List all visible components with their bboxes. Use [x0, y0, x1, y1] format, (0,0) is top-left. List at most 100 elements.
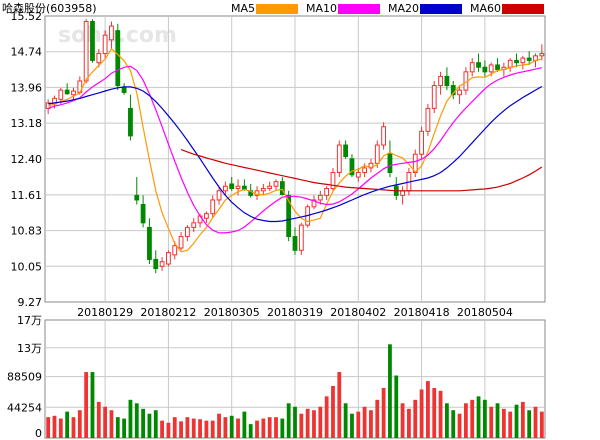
volume-bars [46, 344, 544, 438]
candlestick [166, 250, 171, 267]
ma60-line [180, 149, 543, 192]
y-tick-label: 14.74 [11, 46, 43, 59]
volume-bar [394, 375, 399, 438]
candle-body [400, 190, 405, 196]
volume-bar [426, 381, 430, 438]
volume-bar [58, 418, 63, 438]
volume-bar [255, 420, 259, 438]
volume-bar [65, 411, 70, 438]
volume-bar [293, 406, 297, 438]
candle-body [286, 194, 292, 238]
candlestick [374, 140, 380, 168]
volume-bar [539, 411, 544, 438]
volume-bar [312, 410, 316, 438]
volume-bar [337, 372, 342, 438]
candlestick [457, 85, 462, 104]
volume-bar [77, 410, 82, 438]
candle-body [178, 236, 184, 249]
candlestick [514, 53, 519, 68]
candle-body [153, 258, 159, 270]
candlestick [317, 190, 323, 205]
candle-body [457, 89, 462, 96]
y-tick-label: 9.27 [18, 296, 43, 309]
volume-tick-label: 88509 [7, 371, 42, 384]
legend: MA5 MA10 MA20 MA60 [231, 2, 544, 15]
candlestick [64, 83, 70, 95]
candlestick [286, 190, 292, 242]
candlestick [229, 177, 235, 191]
legend-label-ma60: MA60 [470, 2, 501, 15]
y-tick-label: 10.83 [11, 225, 43, 238]
volume-panel: 17万 13万 88509 44254 0 [7, 314, 546, 440]
candlestick [469, 58, 475, 77]
candle-body [267, 185, 273, 190]
candlestick [140, 195, 146, 228]
candlestick [438, 71, 443, 95]
candlestick [153, 250, 159, 274]
ma10-line [47, 65, 542, 234]
volume-bar [46, 417, 51, 438]
legend-label-ma5: MA5 [231, 2, 255, 15]
volume-bar [96, 401, 101, 438]
volume-bar [457, 413, 462, 438]
candlestick [450, 80, 456, 100]
candlestick [539, 44, 545, 61]
volume-bar [153, 410, 158, 438]
candlestick [400, 186, 405, 205]
candle-body [210, 199, 216, 215]
candle-body [185, 226, 190, 238]
ma20-line [48, 85, 543, 223]
candlestick [507, 58, 513, 72]
volume-bar [217, 413, 221, 438]
candle-body [229, 183, 235, 190]
candle-body [64, 89, 70, 95]
volume-bar [324, 396, 329, 438]
price-grid [45, 16, 545, 302]
legend-swatch-ma60 [502, 4, 544, 14]
volume-bar [343, 403, 348, 438]
volume-bar [305, 408, 310, 438]
y-tick-label: 13.96 [11, 81, 43, 94]
candle-body [102, 34, 108, 55]
candle-body [355, 171, 361, 178]
candlestick [482, 60, 488, 77]
candlestick [273, 179, 279, 191]
candle-body [292, 236, 298, 251]
candlestick [216, 186, 222, 205]
candlestick [444, 67, 450, 91]
candlestick [526, 51, 532, 65]
volume-bar [84, 372, 89, 438]
volume-bar [407, 408, 411, 438]
y-tick-label: 12.40 [11, 153, 43, 166]
volume-bar [438, 390, 443, 438]
candle-body [324, 188, 330, 196]
candle-body [387, 153, 393, 173]
volume-bar [191, 418, 196, 438]
candle-body [147, 226, 152, 260]
candle-body [362, 167, 368, 173]
date-axis: 20180129 20180212 20180305 20180319 2018… [77, 306, 513, 319]
candle-body [58, 89, 64, 100]
candle-body [121, 87, 127, 93]
candle-body [349, 158, 355, 176]
candle-body [482, 66, 488, 73]
legend-swatch-ma20 [420, 4, 462, 14]
volume-bar [204, 420, 209, 438]
volume-bar [318, 406, 323, 438]
volume-bar [432, 388, 437, 438]
volume-bar [362, 406, 367, 438]
y-tick-label: 10.05 [11, 260, 43, 273]
candlestick [324, 186, 330, 200]
volume-tick-label: 17万 [17, 314, 42, 327]
volume-bar [236, 418, 240, 438]
ma5-line [48, 47, 542, 253]
candlestick [71, 87, 76, 100]
candlestick [102, 30, 108, 59]
x-tick-label: 20180504 [457, 306, 513, 319]
candle-body [222, 185, 228, 192]
volume-bar [388, 344, 392, 438]
candle-body [109, 25, 114, 41]
candle-body [431, 85, 437, 109]
candlestick [222, 181, 228, 196]
candlestick [235, 179, 241, 196]
